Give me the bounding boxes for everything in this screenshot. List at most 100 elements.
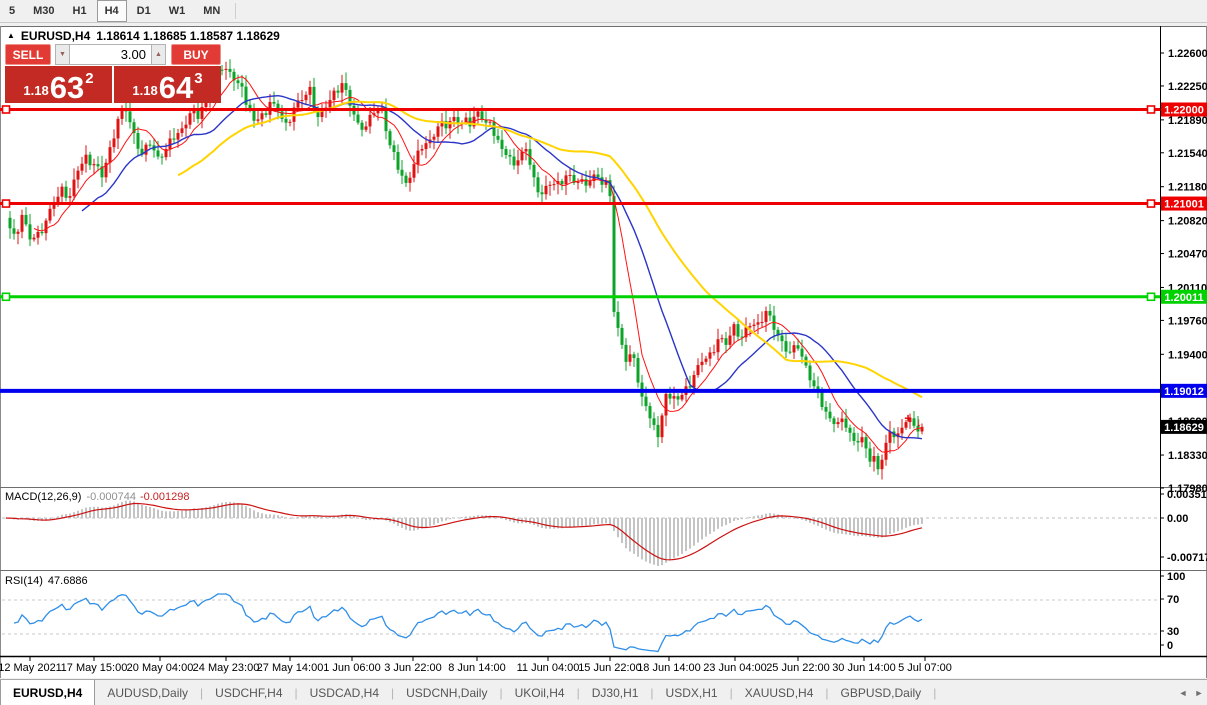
- macd-signal-value: -0.001298: [139, 491, 190, 503]
- price-badge-1.21001-text: 1.21001: [1164, 199, 1204, 211]
- tab-usdcad-h4[interactable]: USDCAD,H4: [309, 686, 379, 700]
- tab-usdcnh-daily[interactable]: USDCNH,Daily: [406, 686, 488, 700]
- tab-ukoil-h4[interactable]: UKOil,H4: [514, 686, 565, 700]
- rsi-scale-label: 0: [1167, 640, 1173, 652]
- timeframe-button-w1[interactable]: W1: [168, 5, 186, 17]
- price-badge-1.19012-text: 1.19012: [1164, 386, 1204, 398]
- tab-separator: |: [499, 686, 503, 700]
- timeframe-button-d1[interactable]: D1: [136, 5, 151, 17]
- tab-gbpusd-daily[interactable]: GBPUSD,Daily: [840, 686, 922, 700]
- price-tick-label: 1.19760: [1168, 315, 1207, 327]
- date-label: 15 Jun 22:00: [578, 662, 642, 674]
- chart-title: ▲ EURUSD,H4 1.18614 1.18685 1.18587 1.18…: [7, 29, 280, 43]
- timeframe-button-h4[interactable]: H4: [96, 0, 127, 22]
- price-tick-label: 1.19400: [1168, 349, 1207, 361]
- tab-bar-spacer: [936, 680, 1175, 705]
- line-drag-handle[interactable]: [1, 105, 11, 114]
- timeframe-button-5[interactable]: 5: [9, 5, 16, 17]
- timeframe-toolbar: 5 M30 H1 H4 D1 W1 MN: [0, 0, 1207, 23]
- sell-price-prefix: 1.18: [23, 83, 49, 98]
- price-tick-label: 1.20820: [1168, 216, 1207, 228]
- macd-histogram: [5, 500, 923, 566]
- tab-scroll-right-button[interactable]: ►: [1194, 688, 1204, 698]
- price-tick-label: 1.17980: [1168, 483, 1207, 495]
- current-price-badge-text: 1.18629: [1164, 422, 1204, 434]
- tab-separator: |: [650, 686, 654, 700]
- macd-name: MACD(12,26,9): [5, 491, 82, 503]
- one-click-trading-panel: SELL ▼ 3.00 ▲ BUY 1.18 63 2 1.18 64 3: [5, 44, 221, 105]
- tab-dj30-h1[interactable]: DJ30,H1: [591, 686, 639, 700]
- macd-signal-line: [5, 502, 923, 561]
- timeframe-button-m30[interactable]: M30: [33, 5, 55, 17]
- date-label: 25 Jun 22:00: [766, 662, 830, 674]
- date-label: 3 Jun 22:00: [384, 662, 442, 674]
- chart-background: [0, 26, 1207, 678]
- price-tick-label: 1.20470: [1168, 249, 1207, 261]
- sell-price-box[interactable]: 1.18 63 2: [5, 66, 112, 103]
- tab-separator: |: [200, 686, 204, 700]
- line-drag-handle[interactable]: [1146, 292, 1156, 302]
- sell-price-big: 63: [49, 69, 85, 105]
- volume-increase-button[interactable]: ▲: [151, 44, 166, 65]
- date-label: 27 May 14:00: [257, 662, 324, 674]
- rsi-scale-label: 70: [1167, 594, 1179, 606]
- rsi-scale-label: 100: [1167, 571, 1185, 583]
- line-drag-handle[interactable]: [1, 292, 11, 302]
- price-tick-label: 1.22600: [1168, 48, 1207, 60]
- price-badge-1.22000: [1161, 102, 1207, 117]
- tab-separator: |: [576, 686, 580, 700]
- collapse-triangle-icon[interactable]: ▲: [7, 31, 15, 40]
- sell-button[interactable]: SELL: [5, 44, 51, 65]
- line-drag-handle[interactable]: [1146, 105, 1156, 114]
- chart-ohlc-values: 1.18614 1.18685 1.18587 1.18629: [96, 29, 280, 43]
- tab-scroll-left-button[interactable]: ◄: [1178, 688, 1188, 698]
- chart-symbol-label: EURUSD,H4: [20, 29, 91, 43]
- moving-average-20: [81, 94, 923, 440]
- toolbar-separator: [235, 3, 237, 19]
- tab-audusd-daily[interactable]: AUDUSD,Daily: [107, 686, 189, 700]
- symbol-tab-bar: EURUSD,H4 AUDUSD,Daily | USDCHF,H4 | USDCAD,H…: [0, 679, 1207, 705]
- date-label: 5 Jul 07:00: [898, 662, 952, 674]
- rsi-scale-label: 30: [1167, 626, 1179, 638]
- buy-price-sup: 3: [194, 70, 203, 87]
- moving-average-44: [177, 100, 923, 399]
- buy-price-box[interactable]: 1.18 64 3: [114, 66, 221, 103]
- rsi-line: [13, 593, 923, 653]
- price-badge-1.20011-text: 1.20011: [1164, 292, 1203, 304]
- buy-button[interactable]: BUY: [171, 44, 221, 65]
- sell-price-sup: 2: [85, 70, 94, 87]
- trade-marker-plus-icon: +: [904, 410, 912, 425]
- line-drag-handle[interactable]: [1146, 199, 1156, 208]
- tab-separator: |: [933, 686, 937, 700]
- volume-decrease-button[interactable]: ▼: [55, 44, 70, 65]
- date-label: 1 Jun 06:00: [323, 662, 381, 674]
- date-label: 20 May 04:00: [127, 662, 194, 674]
- macd-label: MACD(12,26,9) -0.000744 -0.001298: [5, 491, 190, 503]
- macd-main-value: -0.000744: [86, 491, 136, 503]
- timeframe-button-h1[interactable]: H1: [72, 5, 87, 17]
- price-tick-label: 1.21890: [1168, 115, 1207, 127]
- moving-average-8: [33, 76, 923, 453]
- tab-xauusd-h4[interactable]: XAUUSD,H4: [744, 686, 814, 700]
- tab-usdchf-h4[interactable]: USDCHF,H4: [215, 686, 283, 700]
- current-price-badge: [1161, 419, 1207, 434]
- price-tick-label: 1.18330: [1168, 450, 1207, 462]
- date-label: 23 Jun 04:00: [703, 662, 767, 674]
- tab-eurusd-h4[interactable]: EURUSD,H4: [0, 680, 96, 705]
- sell-arrow-icon: ↓: [916, 415, 922, 429]
- volume-field[interactable]: 3.00: [70, 44, 151, 65]
- tab-separator: |: [294, 686, 298, 700]
- price-badge-1.20011: [1161, 289, 1207, 304]
- line-drag-handle[interactable]: [1, 199, 11, 208]
- price-badge-1.19012: [1161, 383, 1207, 398]
- price-tick-label: 1.21180: [1168, 182, 1207, 194]
- date-label: 12 May 2021: [0, 662, 62, 674]
- tab-usdx-h1[interactable]: USDX,H1: [665, 686, 718, 700]
- price-tick-label: 1.21540: [1168, 148, 1207, 160]
- timeframe-button-mn[interactable]: MN: [203, 5, 221, 17]
- date-label: 30 Jun 14:00: [832, 662, 896, 674]
- price-badge-1.22000-text: 1.22000: [1164, 104, 1204, 116]
- macd-scale-label: -0.007178: [1167, 552, 1207, 564]
